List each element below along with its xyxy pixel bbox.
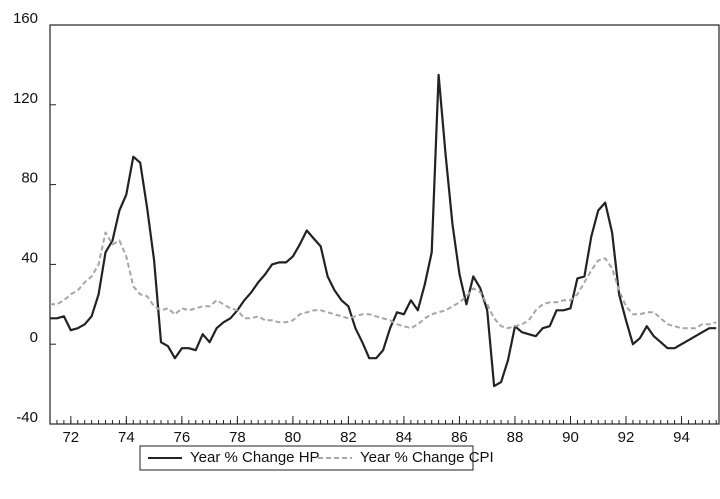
series-line — [50, 75, 716, 386]
x-tick-label: 78 — [229, 429, 246, 446]
x-tick-label: 94 — [673, 429, 690, 446]
y-tick-label: 40 — [21, 249, 38, 266]
x-tick-label: 74 — [118, 429, 135, 446]
y-tick-label: 0 — [30, 329, 38, 346]
y-tick-label: 160 — [13, 10, 38, 27]
y-tick-label: 80 — [21, 170, 38, 187]
chart: -40 0 40 80 120 160 72 74 76 78 80 82 84 86 88 90 92 94 Ye… — [0, 0, 720, 499]
x-tick-label: 90 — [562, 429, 579, 446]
y-tick-label: 120 — [13, 90, 38, 107]
y-tick-label: -40 — [16, 409, 38, 426]
x-tick-label: 84 — [396, 429, 413, 446]
x-tick-label: 92 — [618, 429, 635, 446]
x-tick-label: 82 — [340, 429, 357, 446]
x-tick-label: 80 — [285, 429, 302, 446]
x-tick-label: 88 — [507, 429, 524, 446]
x-tick-label: 72 — [62, 429, 79, 446]
legend-label: Year % Change CPI — [360, 449, 494, 466]
series-line — [50, 233, 716, 329]
x-tick-label: 76 — [174, 429, 191, 446]
x-tick-label: 86 — [451, 429, 468, 446]
legend-label: Year % Change HP — [190, 449, 320, 466]
